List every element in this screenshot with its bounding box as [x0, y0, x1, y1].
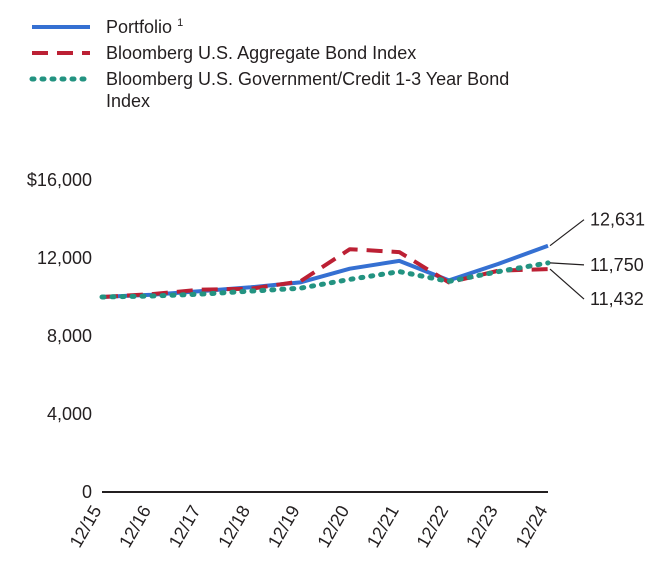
y-tick-label: $16,000	[27, 170, 92, 190]
end-label-agg: 11,432	[590, 289, 644, 309]
legend-label: Bloomberg U.S. Government/Credit 1-3 Yea…	[106, 69, 509, 89]
growth-of-10000-chart: Portfolio 1 Bloomberg U.S. Aggregate Bond…	[0, 0, 660, 588]
legend-label: Portfolio 1	[106, 17, 183, 37]
end-label-portfolio: 12,631	[590, 210, 645, 230]
y-tick-label: 8,000	[47, 326, 92, 346]
legend-label-line2: Index	[106, 91, 150, 111]
legend-label: Bloomberg U.S. Aggregate Bond Index	[106, 43, 416, 63]
y-tick-label: 0	[82, 482, 92, 502]
y-tick-label: 12,000	[37, 248, 92, 268]
y-tick-label: 4,000	[47, 404, 92, 424]
legend-superscript: 1	[177, 17, 183, 29]
end-label-govcredit: 11,750	[590, 255, 644, 275]
chart-svg: Portfolio 1 Bloomberg U.S. Aggregate Bond…	[0, 0, 660, 588]
